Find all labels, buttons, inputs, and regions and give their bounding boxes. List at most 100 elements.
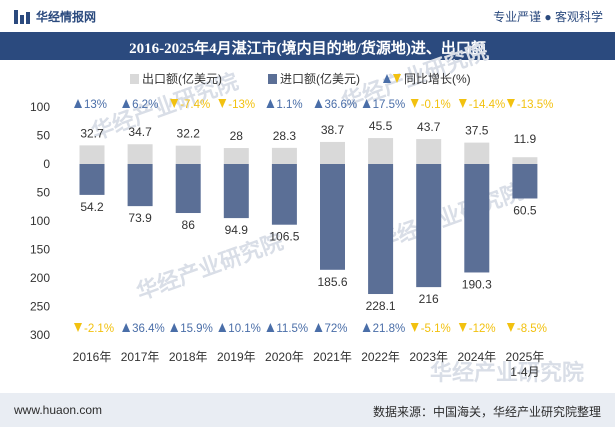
y-tick-label: 200 <box>30 271 50 285</box>
import-bar <box>464 164 490 273</box>
import-value-label: 73.9 <box>128 211 152 225</box>
growth-up-icon <box>266 99 275 108</box>
growth-up-icon <box>122 323 131 332</box>
export-bar <box>464 142 490 164</box>
brand-name: 华经情报网 <box>36 10 97 24</box>
site-url: www.huaon.com <box>14 403 103 417</box>
export-bar <box>320 141 345 164</box>
growth-up-icon <box>170 323 179 332</box>
brand: 华经情报网 <box>14 8 96 25</box>
x-tick-label: 2019年 <box>217 350 256 364</box>
growth-up-icon <box>74 99 82 108</box>
y-tick-label: 50 <box>37 129 51 143</box>
import-value-label: 106.5 <box>269 230 299 244</box>
y-tick-label: 100 <box>30 214 50 228</box>
export-bar <box>271 147 297 164</box>
export-bar <box>368 138 394 164</box>
x-tick-label: 2021年 <box>313 350 352 364</box>
export-growth-label: -14.4% <box>469 99 505 111</box>
y-tick-label: 300 <box>30 328 50 342</box>
growth-down-icon <box>506 99 515 108</box>
export-value-label: 28 <box>230 129 244 143</box>
growth-down-icon <box>410 323 419 332</box>
import-value-label: 60.5 <box>513 203 537 217</box>
bars <box>79 138 538 295</box>
x-tick-label: 2017年 <box>121 350 160 364</box>
y-tick-label: 50 <box>37 186 51 200</box>
x-tick-label: 2023年 <box>409 350 448 364</box>
growth-down-icon <box>218 99 227 108</box>
export-value-label: 11.9 <box>514 132 537 146</box>
watermark-text: 华经产业研究院 <box>430 360 584 386</box>
import-growth-label: 10.1% <box>228 323 261 335</box>
import-bar <box>368 164 394 295</box>
x-tick-label: 2024年 <box>457 350 496 364</box>
export-growth-label: 17.5% <box>373 99 406 111</box>
x-tick-label: 1-4月 <box>510 365 539 379</box>
export-growth-label: -7.4% <box>180 99 210 111</box>
growth-up-icon <box>218 323 227 332</box>
x-tick-label: 2025年 <box>506 350 545 364</box>
import-growth-label: 21.8% <box>373 323 406 335</box>
y-tick-label: 100 <box>30 100 50 114</box>
export-growth-label: -13% <box>228 99 255 111</box>
growth-up-icon <box>314 323 323 332</box>
x-tick-label: 2016年 <box>73 350 112 364</box>
legend-label-export: 出口额(亿美元) <box>142 71 222 86</box>
chart-title: 2016-2025年4月湛江市(境内目的地/货源地)进、出口额 <box>129 41 486 57</box>
import-bar <box>175 164 201 214</box>
import-bar <box>512 164 538 199</box>
export-bar <box>79 145 105 164</box>
legend-swatch-import <box>268 74 277 84</box>
import-value-label: 228.1 <box>366 299 396 313</box>
brand-logo-icon <box>14 9 30 24</box>
import-growth-label: -5.1% <box>421 323 451 335</box>
import-growth-label: 11.5% <box>276 323 308 335</box>
growth-up-icon <box>122 99 131 108</box>
export-value-label: 28.3 <box>273 129 297 143</box>
growth-down-icon <box>410 99 419 108</box>
export-bar <box>127 144 153 164</box>
export-growth-label: 13% <box>84 99 107 111</box>
export-value-label: 34.7 <box>128 125 152 139</box>
growth-row: 13% -2.1% 6.2% 36.4% -7.4% 15.9% -13% 10.1% 1.1%… <box>74 99 553 335</box>
import-value-label: 94.9 <box>225 223 249 237</box>
import-bar <box>223 164 249 219</box>
x-tick-label: 2020年 <box>265 350 304 364</box>
export-value-label: 37.5 <box>465 124 489 138</box>
import-value-label: 216 <box>419 292 439 306</box>
export-growth-label: 1.1% <box>276 99 302 111</box>
export-growth-label: 36.6% <box>325 99 358 111</box>
export-growth-label: 6.2% <box>132 99 158 111</box>
import-growth-label: 72% <box>325 323 348 335</box>
import-bar <box>320 164 345 270</box>
growth-down-icon <box>506 323 515 332</box>
import-value-label: 190.3 <box>462 277 492 291</box>
import-growth-label: 15.9% <box>180 323 213 335</box>
title-bar: 2016-2025年4月湛江市(境内目的地/货源地)进、出口额 <box>0 32 615 60</box>
legend-label-import: 进口额(亿美元) <box>280 71 360 86</box>
legend-up-triangle-icon <box>383 74 391 83</box>
export-bar <box>223 148 249 164</box>
legend-label-growth: 同比增长(%) <box>404 72 471 86</box>
export-growth-label: -13.5% <box>517 99 553 111</box>
import-bar <box>79 164 105 195</box>
y-tick-label: 150 <box>30 243 50 257</box>
import-bar <box>416 164 442 288</box>
export-value-label: 43.7 <box>417 120 441 134</box>
growth-down-icon <box>170 99 179 108</box>
legend-swatch-export <box>130 74 139 84</box>
x-tick-label: 2018年 <box>169 350 208 364</box>
growth-up-icon <box>314 99 323 108</box>
x-tick-label: 2022年 <box>361 350 400 364</box>
footer: www.huaon.com 数据来源：中国海关，华经产业研究院整理 <box>0 393 615 427</box>
y-axis: 100 50 0 50 100 150 200 250 300 <box>30 100 50 342</box>
growth-down-icon <box>458 323 467 332</box>
import-value-label: 54.2 <box>80 200 104 214</box>
growth-up-icon <box>362 323 371 332</box>
watermark-text: 华经产业研究院 <box>373 179 527 256</box>
growth-down-icon <box>74 323 82 332</box>
tagline: 专业严谨 ● 客观科学 <box>493 10 603 24</box>
import-bar <box>127 164 153 207</box>
data-labels: 32.7 54.2 34.7 73.9 32.2 86 28 94.9 28.3 106.5 38.… <box>80 119 537 313</box>
